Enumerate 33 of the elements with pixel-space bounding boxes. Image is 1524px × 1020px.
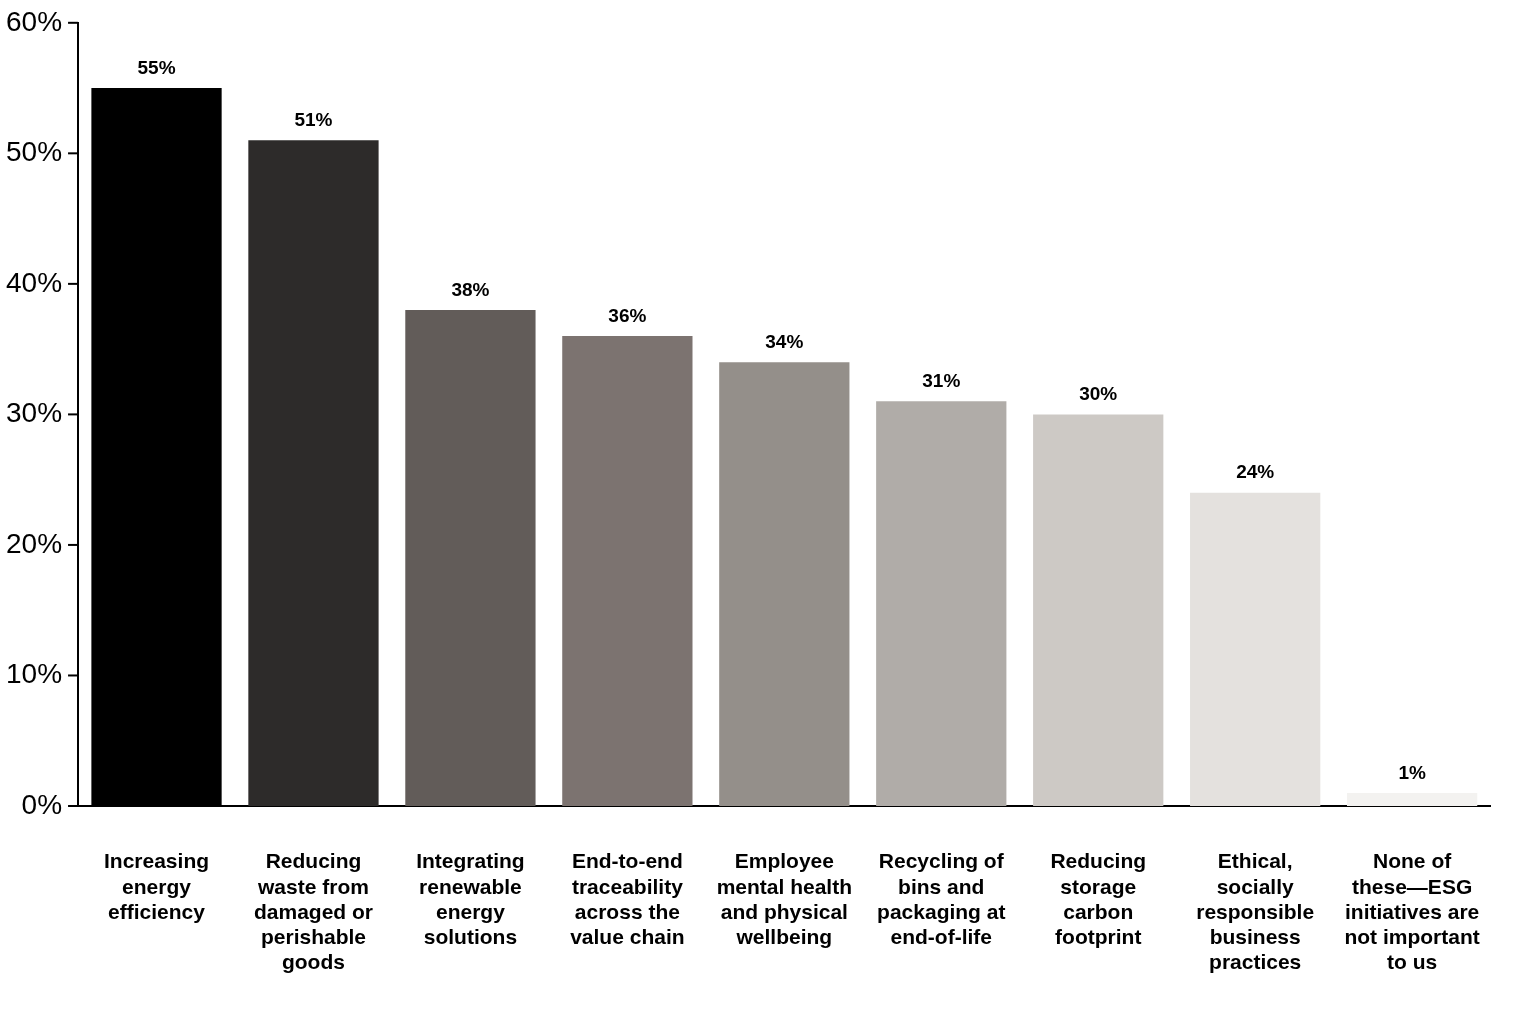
- y-tick-label: 0%: [21, 788, 63, 820]
- data-label: 30%: [1079, 383, 1118, 405]
- bar: [876, 401, 1007, 806]
- bar: [562, 336, 693, 806]
- x-tick-label: End-to-end traceability across the value chain: [570, 849, 685, 948]
- data-label: 51%: [294, 109, 333, 131]
- data-label: 34%: [765, 330, 804, 352]
- bar: [248, 140, 379, 806]
- x-tick-label: None of these—ESG initiatives are not important to us: [1344, 849, 1480, 974]
- bar: [1033, 414, 1164, 806]
- data-label: 38%: [451, 278, 490, 300]
- y-tick-label: 20%: [5, 527, 63, 559]
- bar: [1346, 792, 1478, 806]
- y-tick-label: 50%: [5, 136, 63, 168]
- bar: [719, 362, 850, 806]
- y-tick-label: 10%: [5, 658, 63, 690]
- data-label: 55%: [137, 56, 176, 78]
- x-tick-label: Recycling of bins and packaging at end-of-life: [877, 849, 1006, 948]
- x-tick-label: Employee mental health and physical wellbeing: [716, 849, 853, 948]
- data-label: 31%: [922, 370, 961, 392]
- data-label: 1%: [1398, 761, 1426, 783]
- x-tick-label: Reducing storage carbon footprint: [1050, 849, 1147, 948]
- y-tick-label: 40%: [5, 266, 63, 298]
- bar: [405, 309, 536, 806]
- x-tick-label: Increasing energy efficiency: [103, 849, 210, 923]
- data-label: 36%: [608, 304, 647, 326]
- x-tick-label: Ethical, socially responsible business practices: [1196, 849, 1315, 974]
- data-label: 24%: [1236, 461, 1275, 483]
- x-tick-label: Reducing waste from damaged or perishable goods: [253, 849, 373, 974]
- y-tick-label: 60%: [5, 5, 63, 37]
- y-tick-label: 30%: [5, 397, 63, 429]
- bar: [1190, 492, 1321, 806]
- x-tick-label: Integrating renewable energy solutions: [416, 849, 525, 948]
